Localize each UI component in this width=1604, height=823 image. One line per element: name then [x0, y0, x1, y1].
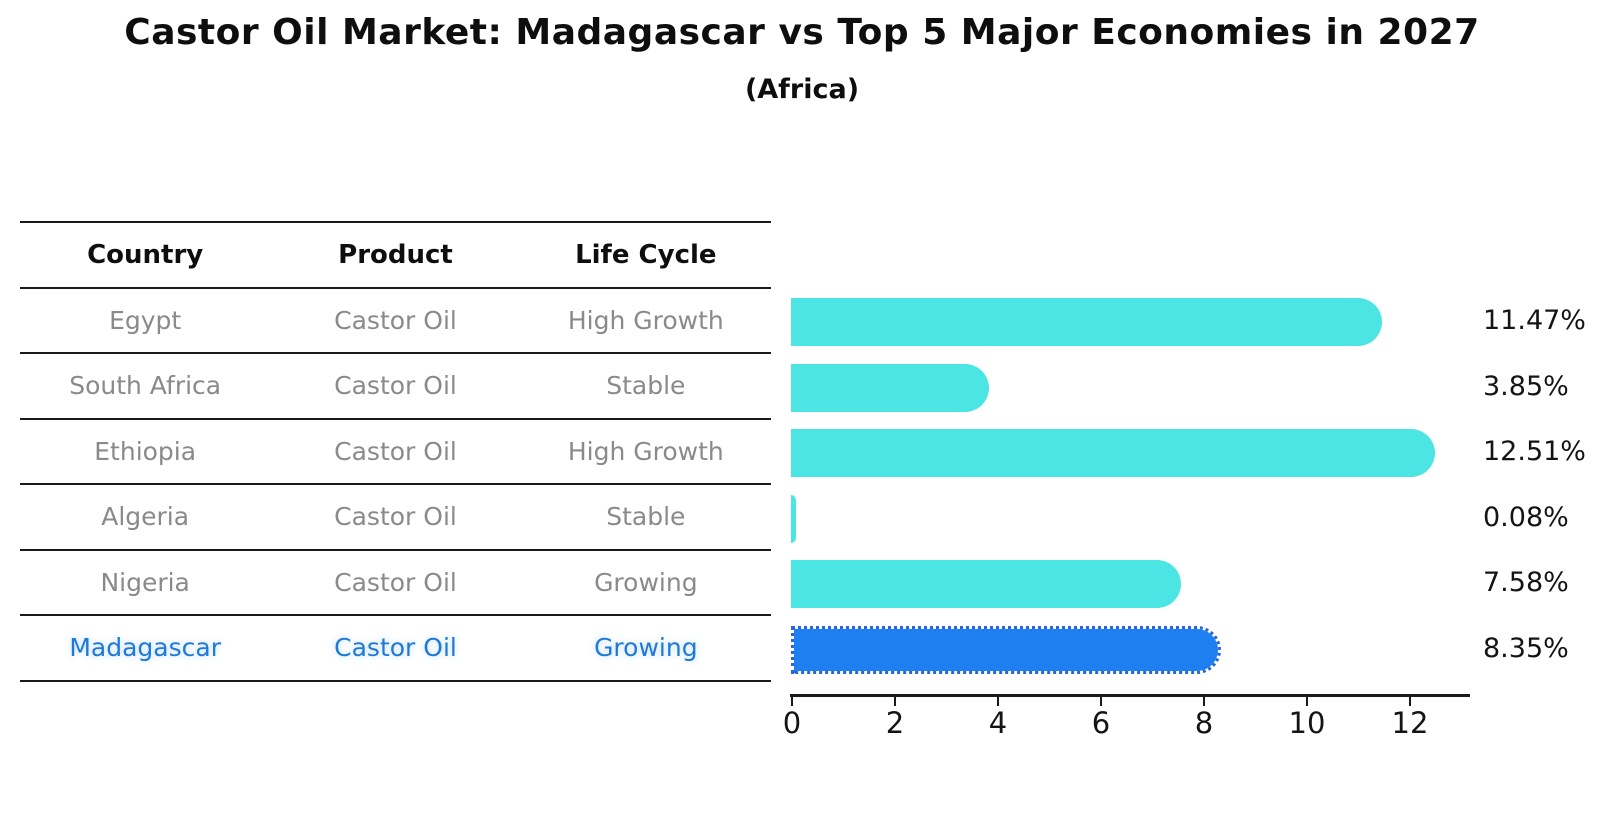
column-header-country: Country [87, 239, 204, 270]
country-cell: South Africa [69, 371, 222, 401]
x-axis-tick-label: 4 [988, 706, 1008, 740]
x-axis-tick [997, 697, 999, 706]
x-axis-tick [894, 697, 896, 706]
x-axis-tick [1100, 697, 1102, 706]
country-cell: Nigeria [100, 567, 190, 597]
life-cycle-cell: Growing [594, 633, 698, 663]
table-row-south-africa: South Africa Castor Oil Stable [20, 354, 771, 420]
product-cell: Castor Oil [334, 371, 457, 401]
table-row-madagascar: Madagascar Castor Oil Growing [20, 616, 771, 682]
product-cell: Castor Oil [334, 633, 457, 663]
bar-ethiopia [791, 429, 1436, 477]
x-axis-tick [791, 697, 793, 706]
country-cell: Egypt [109, 305, 182, 335]
table-row-nigeria: Nigeria Castor Oil Growing [20, 551, 771, 616]
x-axis-tick-label: 6 [1091, 706, 1111, 740]
comparison-table: Country Product Life Cycle Egypt Castor … [20, 221, 771, 682]
x-axis-tick [1409, 697, 1411, 706]
value-label-ethiopia: 12.51% [1483, 436, 1586, 467]
product-cell: Castor Oil [334, 567, 457, 597]
x-axis-tick [1306, 697, 1308, 706]
life-cycle-cell: Growing [594, 567, 698, 597]
bar-algeria [791, 495, 796, 543]
x-axis-tick-label: 0 [782, 706, 802, 740]
x-axis-tick-label: 12 [1391, 706, 1429, 740]
bar-nigeria [791, 560, 1182, 608]
country-cell: Madagascar [69, 633, 221, 663]
x-axis-tick-label: 2 [885, 706, 905, 740]
table-row-ethiopia: Ethiopia Castor Oil High Growth [20, 420, 771, 485]
table-header-row: Country Product Life Cycle [20, 223, 771, 289]
table-row-algeria: Algeria Castor Oil Stable [20, 485, 771, 551]
page-subtitle: (Africa) [744, 74, 860, 105]
column-header-product: Product [338, 239, 453, 270]
x-axis-line [790, 694, 1470, 697]
value-label-south-africa: 3.85% [1483, 371, 1569, 402]
x-axis-tick [1203, 697, 1205, 706]
product-cell: Castor Oil [334, 436, 457, 466]
product-cell: Castor Oil [334, 502, 457, 532]
column-header-life-cycle: Life Cycle [575, 239, 717, 270]
bar-madagascar [791, 626, 1222, 674]
value-label-madagascar: 8.35% [1483, 633, 1569, 664]
product-cell: Castor Oil [334, 305, 457, 335]
country-cell: Algeria [101, 502, 190, 532]
bar-south-africa [791, 364, 990, 412]
life-cycle-cell: Stable [606, 371, 686, 401]
x-axis-tick-label: 8 [1194, 706, 1214, 740]
life-cycle-cell: Stable [606, 502, 686, 532]
country-cell: Ethiopia [94, 436, 197, 466]
table-row-egypt: Egypt Castor Oil High Growth [20, 289, 771, 354]
page-title: Castor Oil Market: Madagascar vs Top 5 M… [124, 12, 1480, 53]
value-label-algeria: 0.08% [1483, 502, 1569, 533]
life-cycle-cell: High Growth [567, 436, 724, 466]
value-label-nigeria: 7.58% [1483, 567, 1569, 598]
life-cycle-cell: High Growth [567, 305, 724, 335]
bar-egypt [791, 298, 1382, 346]
value-label-egypt: 11.47% [1483, 305, 1586, 336]
x-axis-tick-label: 10 [1288, 706, 1326, 740]
